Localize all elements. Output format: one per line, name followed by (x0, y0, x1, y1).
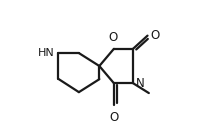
Text: O: O (150, 29, 159, 42)
Text: O: O (109, 111, 118, 124)
Text: HN: HN (38, 48, 54, 58)
Text: O: O (108, 31, 117, 44)
Text: N: N (136, 77, 145, 90)
